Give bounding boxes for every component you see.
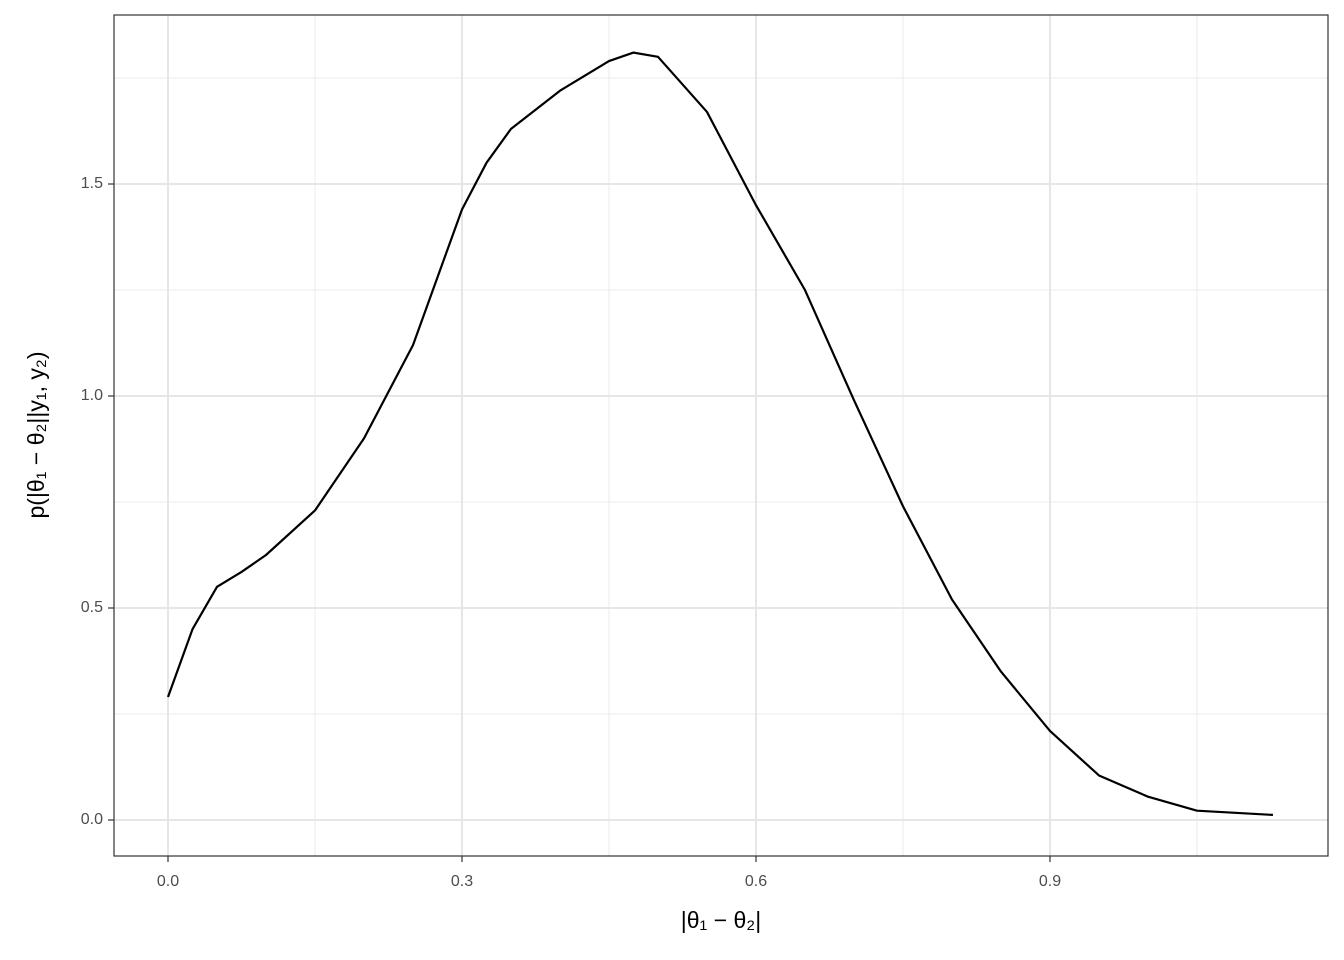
- x-tick-label: 0.0: [157, 873, 179, 890]
- grid: [114, 15, 1328, 856]
- plot: [166, 51, 1273, 817]
- x-tick-label: 0.3: [451, 873, 473, 890]
- y-tick-label: 1.0: [81, 387, 103, 404]
- x-tick-label: 0.6: [745, 873, 767, 890]
- panel-border: [113, 14, 1329, 857]
- x-axis-title: |θ₁ − θ₂|: [681, 907, 761, 933]
- y-tick-label: 1.5: [81, 175, 103, 192]
- y-tick-label: 0.0: [81, 811, 103, 828]
- density-line: [166, 51, 1273, 817]
- y-tick-label: 0.5: [81, 599, 103, 616]
- ticks: 0.0 0.3 0.6 0.9 0.0 0.5 1.0 1.5: [81, 175, 1061, 890]
- y-axis-title: p(|θ₁ − θ₂||y₁, y₂): [23, 352, 49, 519]
- x-tick-label: 0.9: [1039, 873, 1061, 890]
